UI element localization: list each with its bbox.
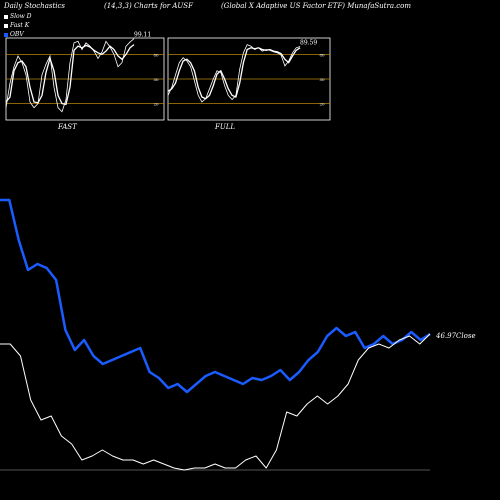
stoch-series-line	[5, 38, 135, 113]
last-value-label: 99.11	[134, 32, 151, 39]
level-label: 50	[153, 77, 159, 82]
level-label: 20	[153, 102, 159, 107]
level-label: 80	[153, 52, 159, 57]
legend-label: OBV	[10, 31, 24, 38]
panel-title: FAST	[57, 123, 78, 131]
legend-item: OBV	[4, 30, 32, 39]
legend: Slow D Fast K OBV	[4, 12, 32, 39]
obv-series-line	[0, 198, 431, 394]
level-label: 20	[319, 102, 325, 107]
legend-swatch	[4, 23, 8, 28]
legend-label: Slow D	[10, 13, 32, 20]
chart-header-left: Daily Stochastics	[4, 2, 66, 10]
legend-swatch	[4, 32, 8, 37]
stoch-series-line	[167, 47, 301, 100]
close-series-line	[0, 333, 431, 471]
stoch-series-line	[5, 44, 135, 106]
legend-label: Fast K	[10, 22, 30, 29]
level-label: 80	[319, 52, 325, 57]
level-label: 50	[319, 77, 325, 82]
chart-header-right: (Global X Adaptive US Factor ETF) Munafa…	[221, 2, 412, 10]
stoch-series-line	[167, 44, 301, 103]
close-label: 46.97Close	[435, 332, 476, 340]
chart-header-center: (14,3,3) Charts for AUSF	[104, 2, 193, 10]
last-value-label: 89.59	[300, 40, 317, 47]
legend-item: Slow D	[4, 12, 32, 21]
panel-title: FULL	[214, 123, 235, 131]
legend-swatch	[4, 14, 8, 19]
legend-item: Fast K	[4, 21, 32, 30]
